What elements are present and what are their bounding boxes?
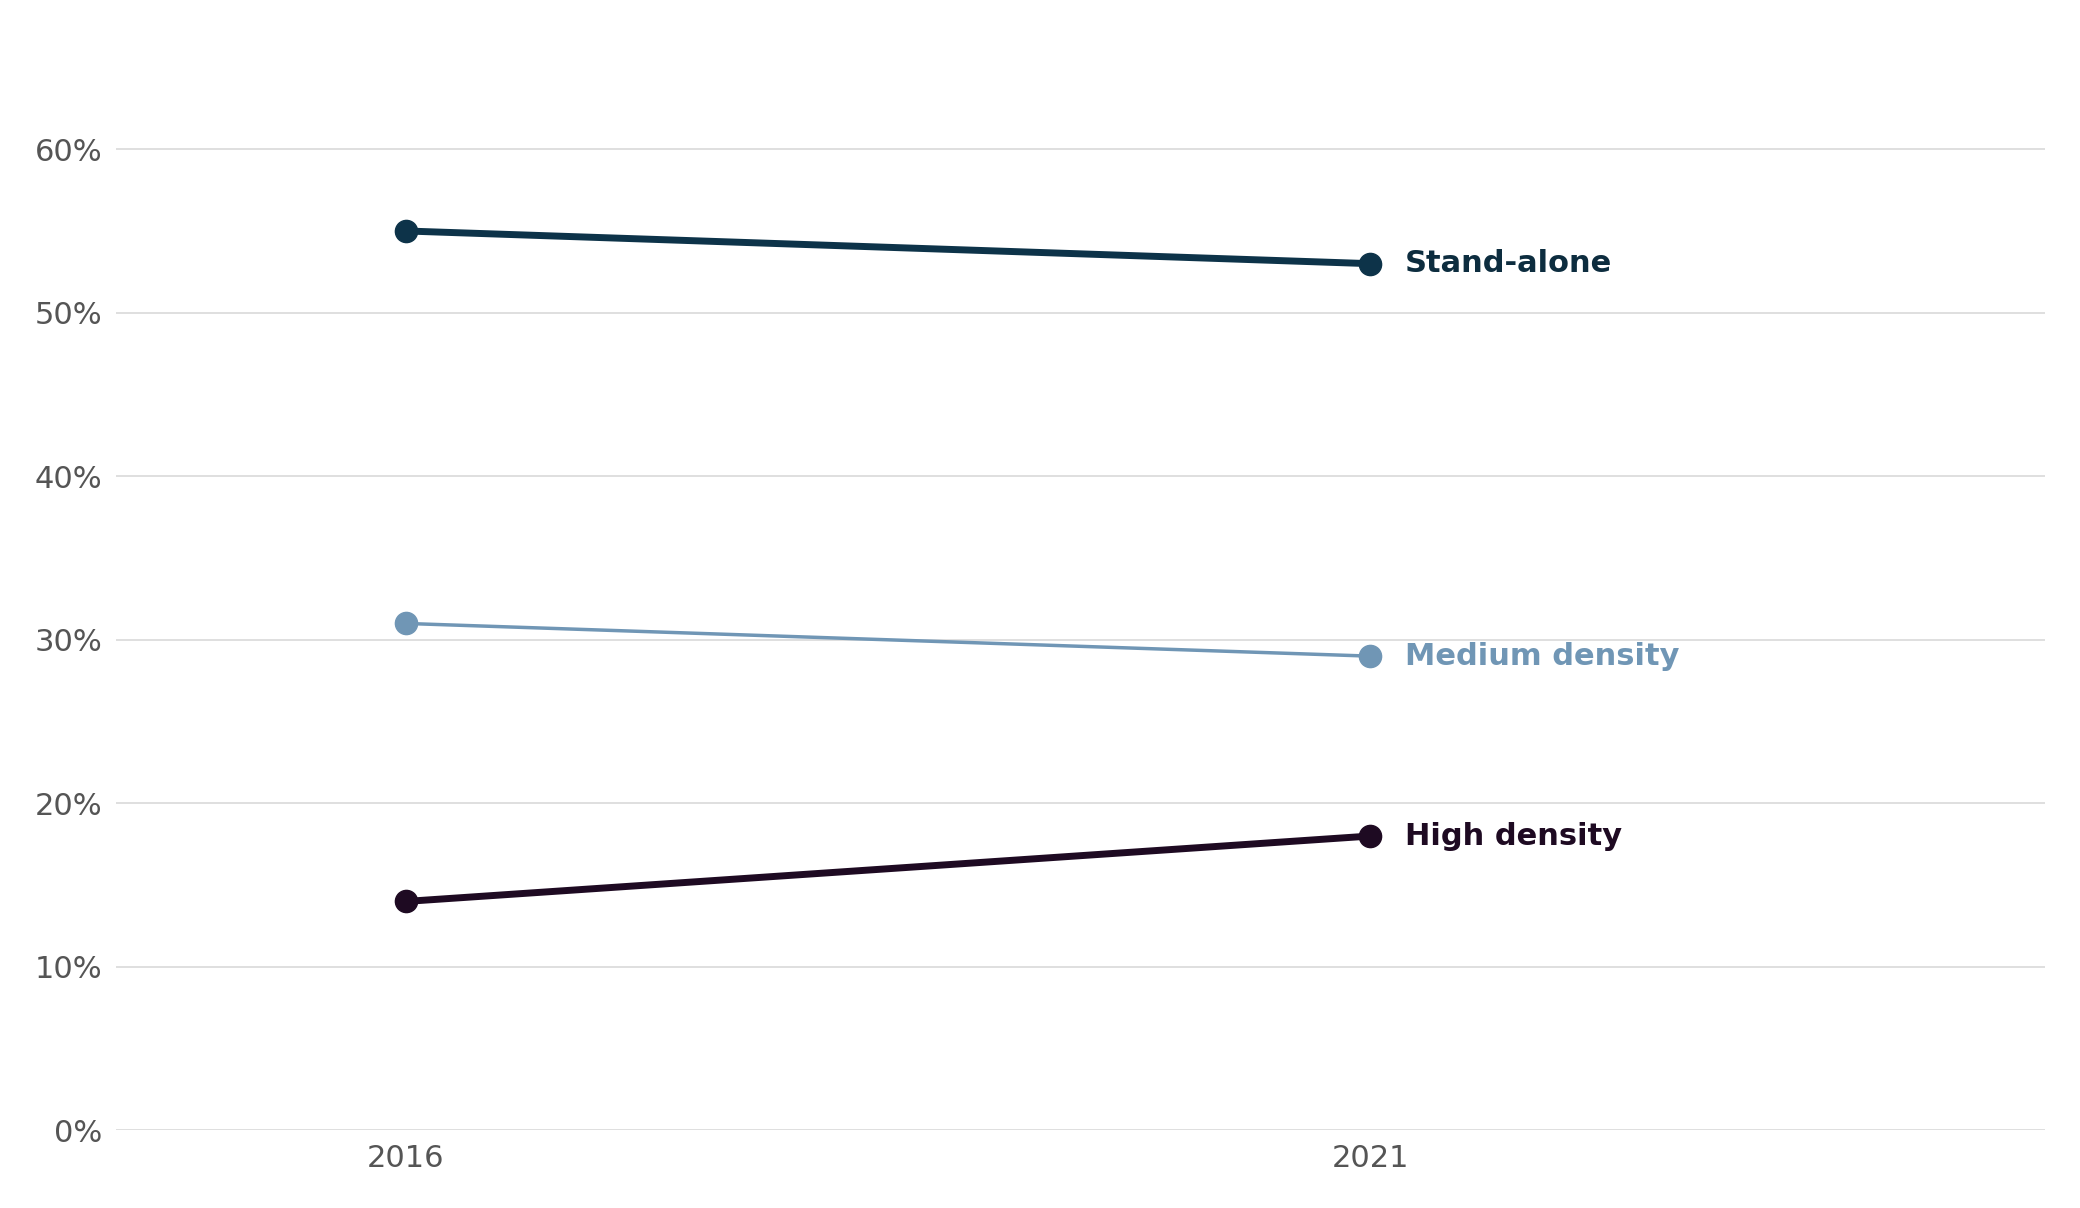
Text: Medium density: Medium density	[1404, 641, 1679, 670]
Text: Stand-alone: Stand-alone	[1404, 249, 1612, 278]
Text: High density: High density	[1404, 821, 1622, 850]
